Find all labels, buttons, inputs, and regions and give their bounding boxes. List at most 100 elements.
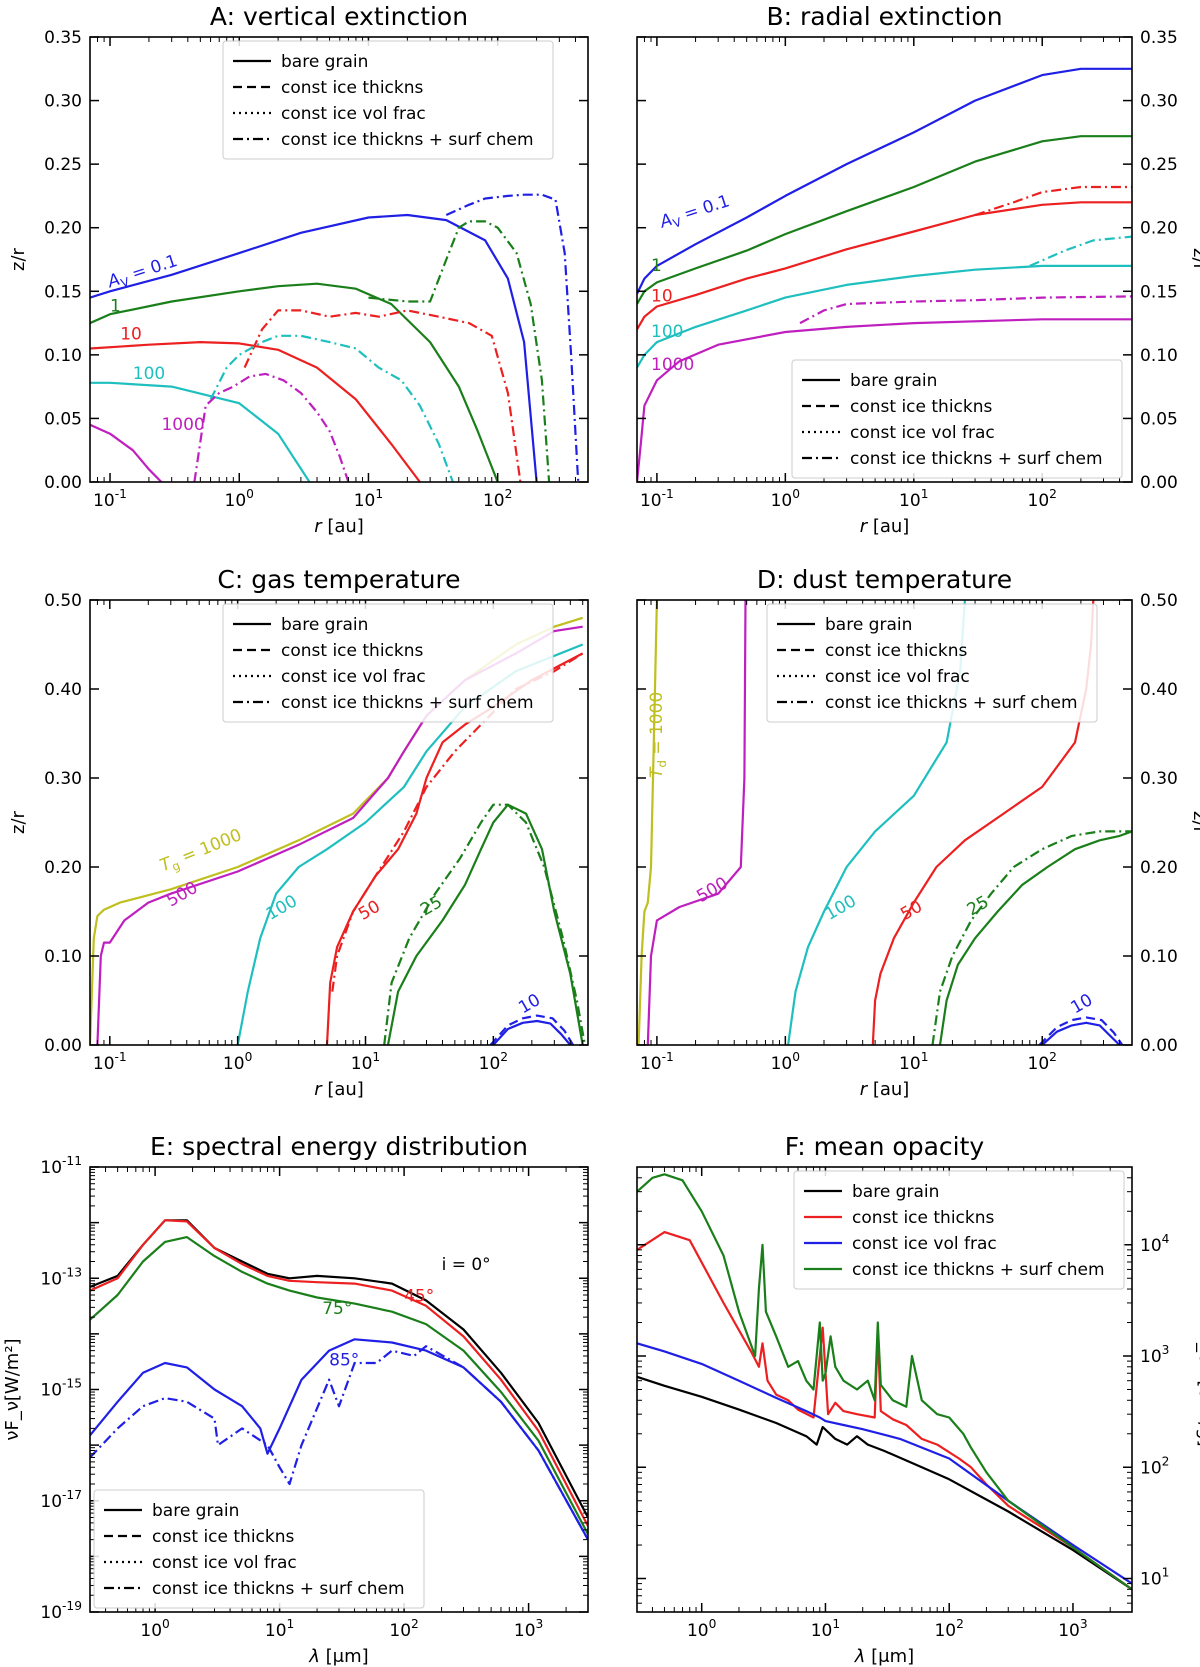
tick-label: 0.50 [44,591,82,611]
tick-label: 10-1 [93,1050,127,1074]
y-axis-label: κ_ext[cm²/g] [1195,1332,1200,1446]
legend-box [791,359,1123,479]
legend-label: bare grain [852,1182,939,1202]
legend-label: const ice vol frac [281,104,426,124]
chart-panel-E: E: spectral energy distribution 100 101 102… [2,1132,589,1667]
series-line [243,309,522,482]
series-line [489,1014,574,1045]
legend-label: const ice thickns + surf chem [152,1579,405,1599]
series-group [637,1173,1132,1591]
legend: bare grain const ice thickns const ice vol… [93,1489,425,1609]
series-line [637,135,1132,305]
tick-label: 0.10 [1140,947,1178,967]
legend-label: const ice thickns [281,78,424,98]
plot-frame [636,599,1133,1046]
curve-label: 10 [515,990,544,1018]
series-line [90,1219,588,1527]
tick-label: 101 [354,487,383,511]
tick-label: 0.20 [1140,858,1178,878]
tick-label: 103 [514,1617,543,1641]
tick-label: 0.00 [1140,473,1178,493]
tick-label: 101 [899,1050,928,1074]
series-line [637,1375,1132,1591]
chart-title: F: mean opacity [785,1132,985,1161]
curve-label: AV = 0.1 [104,251,180,294]
series-line [445,193,580,482]
y-axis-label: νF_ν[W/m²] [2,1338,23,1440]
series-line [1038,1016,1124,1045]
tick-label: 0.10 [44,346,82,366]
legend-box [793,1170,1125,1290]
series-line [938,830,1132,1045]
curve-label: 45° [404,1287,434,1307]
tick-label: 0.25 [1140,155,1178,175]
tick-label: 102 [479,1050,508,1074]
curve-label: 1 [651,256,662,276]
series-line [90,1345,588,1541]
tick-label: 101 [265,1617,294,1641]
y-axis-label: z/r [8,247,29,271]
series-line [931,830,1132,1045]
curve-label: 10 [651,286,673,306]
y-axis-label: z/r [8,810,29,834]
legend-label: const ice thickns + surf chem [281,693,534,713]
chart-title: E: spectral energy distribution [150,1132,528,1161]
tick-label: 0.20 [44,858,82,878]
plot-frame [89,36,589,483]
series-line [90,213,538,482]
tick-label: 0.30 [44,92,82,112]
tick-label: 10-1 [93,487,127,511]
tick-label: 100 [771,487,800,511]
tick-label: 0.00 [1140,1036,1178,1056]
tick-label: 0.20 [44,219,82,239]
tick-label: 0.50 [1140,591,1178,611]
tick-label: 10-17 [40,1488,82,1512]
tick-label: 0.40 [44,680,82,700]
chart-title: B: radial extinction [766,2,1002,31]
series-line [799,295,1132,325]
legend-label: const ice vol frac [852,1234,997,1254]
tick-label: 0.30 [1140,92,1178,112]
tick-label: 0.25 [44,155,82,175]
tick-label: 0.10 [1140,346,1178,366]
tick-label: 0.35 [44,28,82,48]
legend-label: bare grain [281,615,368,635]
series-line [1041,1021,1121,1045]
tick-label: 0.30 [1140,769,1178,789]
tick-label: 100 [771,1050,800,1074]
legend-label: const ice vol frac [281,667,426,687]
series-line [974,185,1132,217]
series-line [1029,235,1132,267]
tick-label: 100 [225,487,254,511]
curve-label: 100 [263,891,301,925]
curve-label: 500 [163,878,201,912]
series-line [637,67,1132,295]
legend: bare grain const ice thickns const ice vol… [791,359,1123,479]
tick-label: 102 [1140,1454,1169,1478]
curve-label: 1000 [651,355,694,375]
series-line [637,264,1132,369]
curve-label: 1000 [161,415,204,435]
series-line [90,381,311,482]
tick-label: 101 [351,1050,380,1074]
tick-label: 10-11 [40,1154,82,1178]
tick-label: 0.00 [44,473,82,493]
plot-frame [636,36,1133,483]
tick-label: 101 [1140,1566,1169,1590]
series-group [90,1219,588,1541]
curve-label: 10 [1068,990,1097,1018]
legend-label: const ice thickns [281,641,424,661]
series-line [637,1342,1132,1585]
series-line [90,282,499,482]
tick-label: 103 [1058,1617,1087,1641]
legend-label: const ice thickns [825,641,968,661]
curve-label: 85° [329,1351,359,1371]
tick-label: 103 [1140,1343,1169,1367]
legend-label: bare grain [152,1501,239,1521]
series-line [90,423,163,482]
series-line [637,600,658,1045]
legend-box [222,603,554,723]
series-line [637,1230,1132,1591]
curve-label: 1 [110,297,121,317]
curve-label: 100 [822,891,860,925]
